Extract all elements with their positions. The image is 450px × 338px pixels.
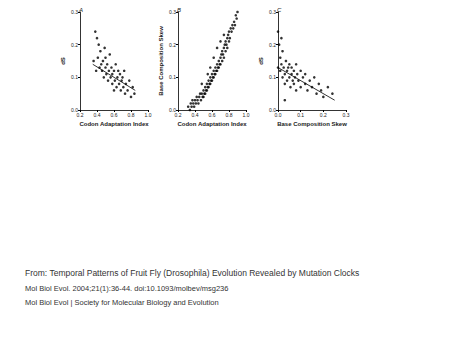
svg-text:0.3: 0.3 — [71, 9, 78, 15]
svg-text:Mol Biol Evol | Society for Mo: Mol Biol Evol | Society for Molecular Bi… — [25, 298, 219, 307]
svg-text:0.3: 0.3 — [269, 9, 276, 15]
svg-text:0.3: 0.3 — [169, 9, 176, 15]
svg-text:0.3: 0.3 — [343, 112, 350, 118]
svg-text:0.2: 0.2 — [175, 112, 182, 118]
svg-text:0.2: 0.2 — [320, 112, 327, 118]
svg-text:0.1: 0.1 — [169, 74, 176, 80]
svg-text:0.0: 0.0 — [169, 107, 176, 113]
svg-text:0.1: 0.1 — [297, 112, 304, 118]
svg-text:1.0: 1.0 — [243, 112, 250, 118]
svg-text:0.2: 0.2 — [77, 112, 84, 118]
svg-text:0.6: 0.6 — [111, 112, 118, 118]
svg-text:Codon Adaptation Index: Codon Adaptation Index — [177, 121, 247, 127]
svg-text:A: A — [78, 7, 83, 13]
svg-text:C: C — [277, 7, 282, 13]
svg-text:0.0: 0.0 — [275, 112, 282, 118]
svg-text:Base Composition Skew: Base Composition Skew — [158, 26, 164, 96]
svg-text:Base Composition Skew: Base Composition Skew — [277, 121, 347, 127]
svg-text:0.4: 0.4 — [94, 112, 101, 118]
svg-text:0.2: 0.2 — [169, 42, 176, 48]
svg-text:From: Temporal Patterns of Fru: From: Temporal Patterns of Fruit Fly (Dr… — [25, 268, 359, 278]
svg-text:0.8: 0.8 — [128, 112, 135, 118]
svg-text:0.6: 0.6 — [209, 112, 216, 118]
svg-text:0.2: 0.2 — [269, 42, 276, 48]
svg-text:0.2: 0.2 — [71, 42, 78, 48]
svg-text:0.1: 0.1 — [269, 74, 276, 80]
svg-text:0.1: 0.1 — [71, 74, 78, 80]
svg-text:0.0: 0.0 — [269, 107, 276, 113]
svg-text:1.0: 1.0 — [145, 112, 152, 118]
svg-text:dS: dS — [60, 57, 66, 65]
svg-text:B: B — [177, 7, 181, 13]
svg-text:0.4: 0.4 — [192, 112, 199, 118]
svg-text:0.8: 0.8 — [226, 112, 233, 118]
svg-text:0.0: 0.0 — [71, 107, 78, 113]
svg-text:Mol Biol Evol. 2004;21(1):36-4: Mol Biol Evol. 2004;21(1):36-44. doi:10.… — [25, 284, 228, 293]
svg-text:dS: dS — [258, 57, 264, 65]
svg-text:Codon Adaptation Index: Codon Adaptation Index — [79, 121, 149, 127]
